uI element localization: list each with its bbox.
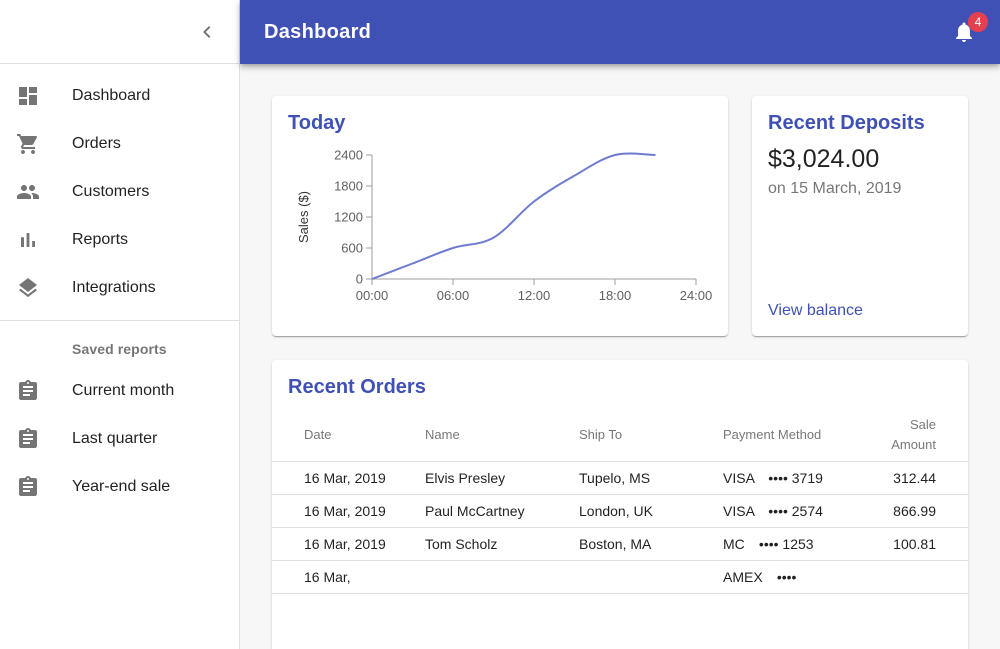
cell-date: 16 Mar, <box>272 560 409 594</box>
cell-name <box>409 560 563 594</box>
cell-ship-to <box>563 560 707 594</box>
column-header-payment: Payment Method <box>707 409 867 462</box>
orders-table: Date Name Ship To Payment Method Sale Am… <box>272 409 968 594</box>
sidebar-item-label: Orders <box>72 135 121 152</box>
deposits-card-title: Recent Deposits <box>768 112 925 134</box>
sidebar-toolbar <box>0 0 239 64</box>
y-tick-label: 0 <box>356 272 363 287</box>
y-tick-label: 1800 <box>334 179 363 194</box>
view-balance-link[interactable]: View balance <box>768 302 863 319</box>
appbar: Dashboard 4 <box>240 0 1000 64</box>
cell-ship-to: London, UK <box>563 494 707 528</box>
sidebar-item-integrations[interactable]: Integrations <box>0 264 239 312</box>
cell-amount: 866.99 <box>867 494 968 528</box>
cell-payment: VISA ⠀•••• 2574 <box>707 494 867 528</box>
table-row: 16 Mar, AMEX ⠀•••• <box>272 560 968 594</box>
deposit-amount: $3,024.00 <box>768 145 880 173</box>
sidebar-item-label: Integrations <box>72 279 156 296</box>
sidebar-divider <box>0 320 239 321</box>
column-header-name: Name <box>409 409 563 462</box>
assignment-icon <box>19 428 37 448</box>
recent-orders-card: Recent Orders Date Name Ship To Payment … <box>272 360 968 649</box>
sidebar-secondary-list: Current month Last quarter Year-end sale <box>0 367 239 519</box>
sidebar-main-list: Dashboard Orders Customers Reports Integrati… <box>0 64 239 320</box>
x-tick-label: 00:00 <box>356 288 389 303</box>
sidebar-item-customers[interactable]: Customers <box>0 168 239 216</box>
orders-table-header-row: Date Name Ship To Payment Method Sale Am… <box>272 409 968 462</box>
cell-amount <box>867 560 968 594</box>
page-title: Dashboard <box>264 20 372 43</box>
sidebar-item-last-quarter[interactable]: Last quarter <box>0 415 239 463</box>
collapse-sidebar-button[interactable] <box>183 8 231 56</box>
notifications-button[interactable]: 4 <box>940 8 988 56</box>
sidebar-item-label: Last quarter <box>72 430 158 447</box>
sidebar-item-orders[interactable]: Orders <box>0 120 239 168</box>
column-header-date: Date <box>272 409 409 462</box>
recent-deposits-card: Recent Deposits $3,024.00 on 15 March, 2… <box>752 96 968 336</box>
column-header-ship-to: Ship To <box>563 409 707 462</box>
cell-date: 16 Mar, 2019 <box>272 494 409 528</box>
cell-amount: 100.81 <box>867 527 968 561</box>
table-row: 16 Mar, 2019 Paul McCartney London, UK VISA… <box>272 494 968 528</box>
sidebar-item-label: Current month <box>72 382 175 399</box>
x-tick-label: 24:00 <box>680 288 712 303</box>
x-tick-label: 06:00 <box>437 288 470 303</box>
cell-date: 16 Mar, 2019 <box>272 461 409 495</box>
assignment-icon <box>19 476 37 496</box>
deposit-date: on 15 March, 2019 <box>768 180 902 197</box>
today-card-title: Today <box>288 112 346 134</box>
cell-payment: VISA ⠀•••• 3719 <box>707 461 867 495</box>
main-content: Today 0 600 1200 1800 2400 00:00 06:00 12:00 18:… <box>240 64 1000 649</box>
sidebar-item-label: Dashboard <box>72 87 151 104</box>
sidebar-item-year-end-sale[interactable]: Year-end sale <box>0 463 239 511</box>
bar-chart-icon <box>21 233 35 247</box>
sidebar: Dashboard Orders Customers Reports Integrati… <box>0 0 240 649</box>
cell-name: Elvis Presley <box>409 461 563 495</box>
cell-amount: 312.44 <box>867 461 968 495</box>
orders-card-title: Recent Orders <box>288 376 426 398</box>
layers-icon <box>19 278 37 298</box>
sales-series-line <box>371 152 656 280</box>
notifications-badge: 4 <box>968 12 988 32</box>
saved-reports-subheader: Saved reports <box>72 341 167 357</box>
assignment-icon <box>19 380 37 400</box>
cell-payment: AMEX ⠀•••• <box>707 560 867 594</box>
y-tick-label: 600 <box>341 241 363 256</box>
x-tick-label: 18:00 <box>599 288 632 303</box>
cell-payment: MC ⠀•••• 1253 <box>707 527 867 561</box>
table-row: 16 Mar, 2019 Tom Scholz Boston, MA MC ⠀••••… <box>272 527 968 561</box>
column-header-amount: Sale Amount <box>867 409 968 462</box>
table-row: 16 Mar, 2019 Elvis Presley Tupelo, MS VISA … <box>272 461 968 495</box>
y-tick-label: 1200 <box>334 210 363 225</box>
dashboard-icon <box>19 87 37 105</box>
shopping-cart-icon <box>17 133 37 154</box>
sidebar-item-reports[interactable]: Reports <box>0 216 239 264</box>
today-chart-card: Today 0 600 1200 1800 2400 00:00 06:00 12:00 18:… <box>272 96 728 336</box>
sidebar-item-label: Reports <box>72 231 129 248</box>
sidebar-item-label: Customers <box>72 183 150 200</box>
cell-ship-to: Boston, MA <box>563 527 707 561</box>
cell-name: Paul McCartney <box>409 494 563 528</box>
cell-ship-to: Tupelo, MS <box>563 461 707 495</box>
x-tick-label: 12:00 <box>518 288 551 303</box>
sidebar-item-label: Year-end sale <box>72 478 171 495</box>
bell-icon <box>956 22 972 42</box>
sidebar-item-current-month[interactable]: Current month <box>0 367 239 415</box>
chevron-left-icon <box>203 25 211 38</box>
sales-line-chart: 0 600 1200 1800 2400 00:00 06:00 12:00 18:00 24:0… <box>296 148 712 304</box>
people-icon <box>17 185 39 199</box>
cell-date: 16 Mar, 2019 <box>272 527 409 561</box>
y-axis-label: Sales ($) <box>296 191 311 243</box>
cell-name: Tom Scholz <box>409 527 563 561</box>
sidebar-item-dashboard[interactable]: Dashboard <box>0 72 239 120</box>
y-tick-label: 2400 <box>334 148 363 163</box>
